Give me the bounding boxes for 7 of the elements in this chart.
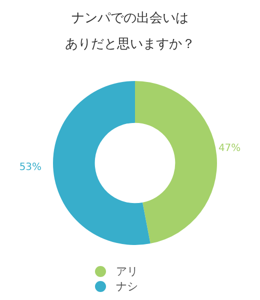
legend-label: ナシ [116, 280, 138, 293]
legend-label: アリ [116, 265, 138, 278]
chart-title: ナンパでの出会いはありだと思いますか？ [65, 11, 195, 52]
data-label: 53% [19, 162, 42, 173]
donut-slice [53, 81, 150, 245]
data-label: 47% [218, 143, 241, 154]
donut-slice [135, 81, 217, 244]
